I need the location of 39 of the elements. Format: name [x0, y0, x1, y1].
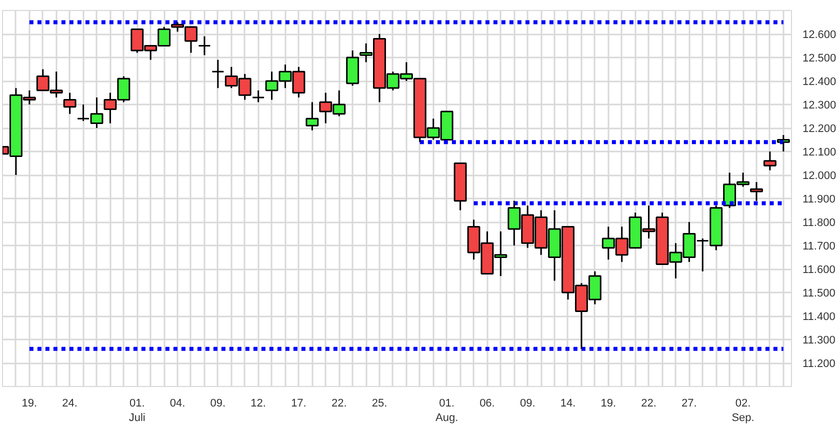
y-tick-label: 12.000: [802, 170, 836, 182]
x-tick-label: 02. Sep.: [732, 398, 754, 424]
y-tick-label: 11.200: [802, 358, 836, 370]
x-tick-label: 04.: [170, 398, 186, 410]
x-tick-label: 25.: [372, 398, 388, 410]
y-tick-label: 11.300: [802, 334, 836, 346]
y-tick-label: 11.400: [802, 311, 836, 323]
y-tick-label: 11.800: [802, 217, 836, 229]
y-tick-label: 11.500: [802, 288, 836, 300]
x-tick-label: 17.: [291, 398, 306, 410]
candlestick: [252, 90, 265, 103]
x-tick-label: 06.: [480, 398, 495, 410]
y-tick-label: 12.100: [802, 146, 836, 158]
y-tick-label: 11.700: [802, 240, 836, 252]
y-tick-label: 12.500: [802, 52, 836, 64]
candlestick: [198, 36, 211, 56]
x-tick-label: 14.: [560, 398, 576, 410]
candlestick: [306, 101, 319, 132]
x-tick-label: 27.: [682, 398, 697, 410]
x-tick-label: 22.: [331, 398, 347, 410]
y-tick-label: 12.300: [802, 100, 836, 112]
candlestick: [63, 92, 76, 115]
x-tick-label: 12.: [250, 398, 266, 410]
x-tick-label: 22.: [641, 398, 656, 410]
x-tick-label: 01. Aug.: [436, 398, 458, 424]
x-tick-label: 24.: [62, 398, 78, 410]
y-tick-label: 12.200: [802, 123, 836, 135]
y-tick-label: 11.600: [802, 264, 836, 276]
y-tick-label: 12.600: [802, 29, 836, 41]
candlestick: [211, 59, 224, 89]
y-tick-label: 11.900: [802, 194, 836, 206]
x-tick-label: 01. Juli: [128, 398, 146, 424]
x-tick-label: 19.: [600, 398, 616, 410]
x-tick-label: 09.: [210, 398, 226, 410]
x-tick-label: 09.: [520, 398, 536, 410]
x-tick-label: 19.: [22, 398, 38, 410]
y-tick-label: 12.400: [802, 76, 836, 88]
candlestick: [763, 150, 776, 172]
candlestick: [750, 181, 763, 202]
